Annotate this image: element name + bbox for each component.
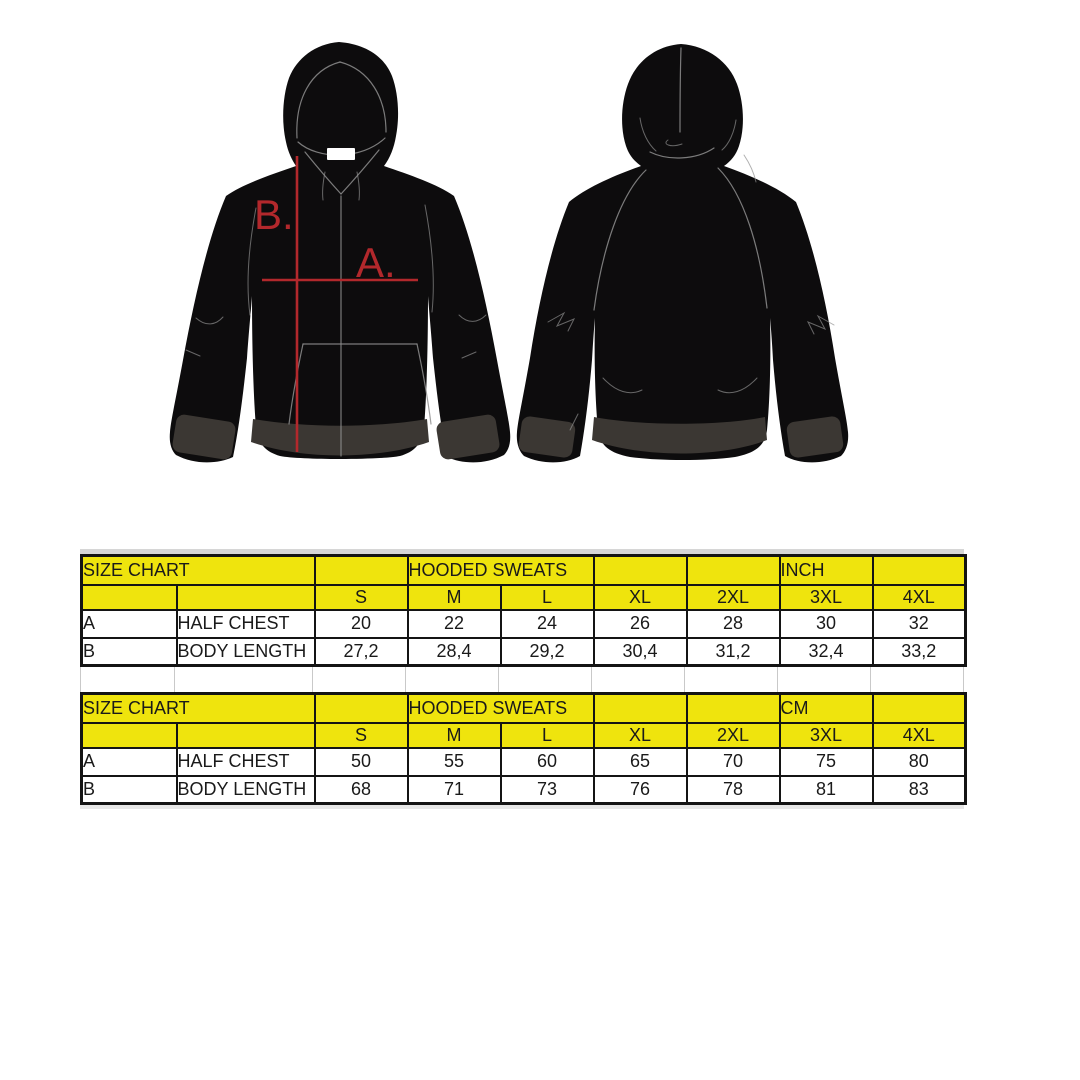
size-header-cell: XL [592, 721, 688, 749]
value-cell: 28 [685, 608, 781, 639]
empty-cell [685, 554, 781, 586]
size-header-cell: 3XL [778, 583, 874, 611]
front-hem-band [251, 419, 429, 456]
empty-cell [871, 692, 967, 724]
row-key-cell: A [80, 746, 178, 777]
value-cell: 20 [313, 608, 409, 639]
table-shadow-top [80, 549, 964, 554]
hoodie-illustration: B. A. [169, 42, 849, 463]
value-cell: 76 [592, 774, 688, 805]
empty-cell [685, 692, 781, 724]
value-cell: 27,2 [313, 636, 409, 667]
value-cell: 70 [685, 746, 781, 777]
hoodie-back-body [516, 44, 849, 463]
size-chart-title-cell: SIZE CHART [80, 554, 316, 586]
empty-cell [80, 583, 178, 611]
empty-cell [175, 583, 316, 611]
empty-cell [80, 721, 178, 749]
back-hem-band [592, 417, 767, 454]
table-row: B BODY LENGTH 68 71 73 76 78 81 83 [80, 774, 967, 805]
front-left-cuff [172, 414, 236, 460]
empty-cell [592, 554, 688, 586]
row-key-cell: B [80, 774, 178, 805]
value-cell: 78 [685, 774, 781, 805]
measurement-label-a: A. [356, 239, 396, 286]
size-header-cell: S [313, 583, 409, 611]
size-header-cell: M [406, 583, 502, 611]
table-row: A HALF CHEST 50 55 60 65 70 75 80 [80, 746, 967, 777]
value-cell: 29,2 [499, 636, 595, 667]
value-cell: 75 [778, 746, 874, 777]
row-label-cell: HALF CHEST [175, 608, 316, 639]
measurement-lines: B. A. [254, 156, 418, 452]
value-cell: 65 [592, 746, 688, 777]
back-seam-lines [547, 47, 835, 431]
size-table-cm: SIZE CHART HOODED SWEATS CM S M L XL 2XL… [80, 692, 967, 805]
table-row: A HALF CHEST 20 22 24 26 28 30 32 [80, 608, 967, 639]
size-header-cell: XL [592, 583, 688, 611]
size-tables: SIZE CHART HOODED SWEATS INCH S M L XL 2… [80, 549, 967, 809]
value-cell: 73 [499, 774, 595, 805]
value-cell: 32,4 [778, 636, 874, 667]
value-cell: 31,2 [685, 636, 781, 667]
value-cell: 60 [499, 746, 595, 777]
product-cell: HOODED SWEATS [406, 554, 595, 586]
size-header-cell: 3XL [778, 721, 874, 749]
table-row: B BODY LENGTH 27,2 28,4 29,2 30,4 31,2 3… [80, 636, 967, 667]
empty-cell [313, 554, 409, 586]
back-right-cuff [786, 416, 844, 458]
size-header-cell: L [499, 721, 595, 749]
hoodie-front-body [169, 42, 511, 463]
value-cell: 32 [871, 608, 967, 639]
front-right-cuff [436, 414, 500, 460]
product-cell: HOODED SWEATS [406, 692, 595, 724]
size-header-cell: 4XL [871, 583, 967, 611]
hoodie-front: B. A. [169, 42, 511, 463]
measurement-label-b: B. [254, 191, 294, 238]
size-chart-title-cell: SIZE CHART [80, 692, 316, 724]
size-header-cell: 4XL [871, 721, 967, 749]
row-label-cell: BODY LENGTH [175, 636, 316, 667]
value-cell: 81 [778, 774, 874, 805]
value-cell: 80 [871, 746, 967, 777]
value-cell: 33,2 [871, 636, 967, 667]
value-cell: 22 [406, 608, 502, 639]
value-cell: 55 [406, 746, 502, 777]
front-zipper-pull [327, 148, 355, 160]
table-shadow-bottom [80, 805, 964, 809]
value-cell: 83 [871, 774, 967, 805]
value-cell: 28,4 [406, 636, 502, 667]
unit-cell: CM [778, 692, 874, 724]
value-cell: 71 [406, 774, 502, 805]
size-header-cell: 2XL [685, 583, 781, 611]
empty-cell [592, 692, 688, 724]
back-left-cuff [518, 416, 576, 458]
empty-cell [175, 721, 316, 749]
row-key-cell: A [80, 608, 178, 639]
unit-cell: INCH [778, 554, 874, 586]
value-cell: 30,4 [592, 636, 688, 667]
value-cell: 50 [313, 746, 409, 777]
hoodie-back [516, 44, 849, 463]
size-header-cell: 2XL [685, 721, 781, 749]
empty-cell [313, 692, 409, 724]
value-cell: 30 [778, 608, 874, 639]
size-table-inch: SIZE CHART HOODED SWEATS INCH S M L XL 2… [80, 554, 967, 667]
spreadsheet-gap-row [80, 667, 964, 692]
row-label-cell: BODY LENGTH [175, 774, 316, 805]
size-header-cell: L [499, 583, 595, 611]
value-cell: 68 [313, 774, 409, 805]
row-key-cell: B [80, 636, 178, 667]
size-header-cell: S [313, 721, 409, 749]
empty-cell [871, 554, 967, 586]
size-header-cell: M [406, 721, 502, 749]
row-label-cell: HALF CHEST [175, 746, 316, 777]
front-seam-lines [185, 61, 487, 457]
value-cell: 26 [592, 608, 688, 639]
value-cell: 24 [499, 608, 595, 639]
